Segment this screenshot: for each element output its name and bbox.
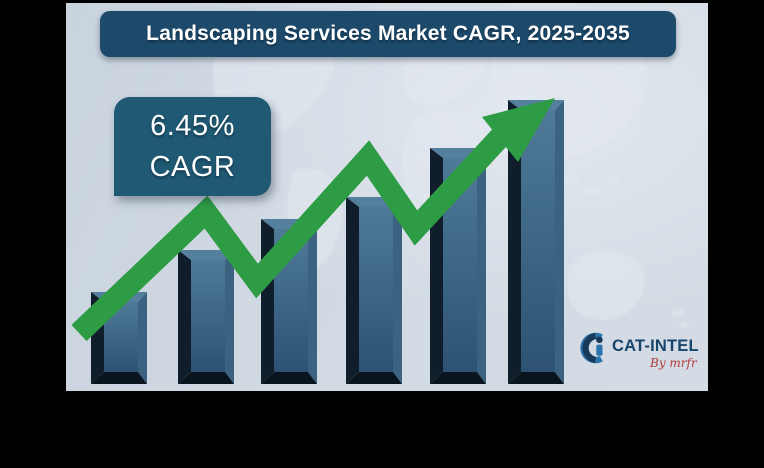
brand-name: CAT-INTEL <box>612 337 699 355</box>
page-title: Landscaping Services Market CAGR, 2025-2… <box>146 22 630 45</box>
cagr-label: CAGR <box>149 150 236 183</box>
cagr-value: 6.45% <box>150 110 235 143</box>
chart-scene <box>71 30 689 384</box>
brand-logo: CAT-INTEL By mrfr <box>580 326 699 370</box>
cagr-callout: 6.45% CAGR <box>114 97 271 196</box>
brand-text-block: CAT-INTEL By mrfr <box>612 326 699 370</box>
brand-byline: By mrfr <box>650 355 697 370</box>
ci-monogram-icon <box>580 332 603 364</box>
growth-arrow <box>71 98 555 341</box>
infographic-stage: Landscaping Services Market CAGR, 2025-2… <box>66 3 708 391</box>
title-banner: Landscaping Services Market CAGR, 2025-2… <box>100 11 676 57</box>
